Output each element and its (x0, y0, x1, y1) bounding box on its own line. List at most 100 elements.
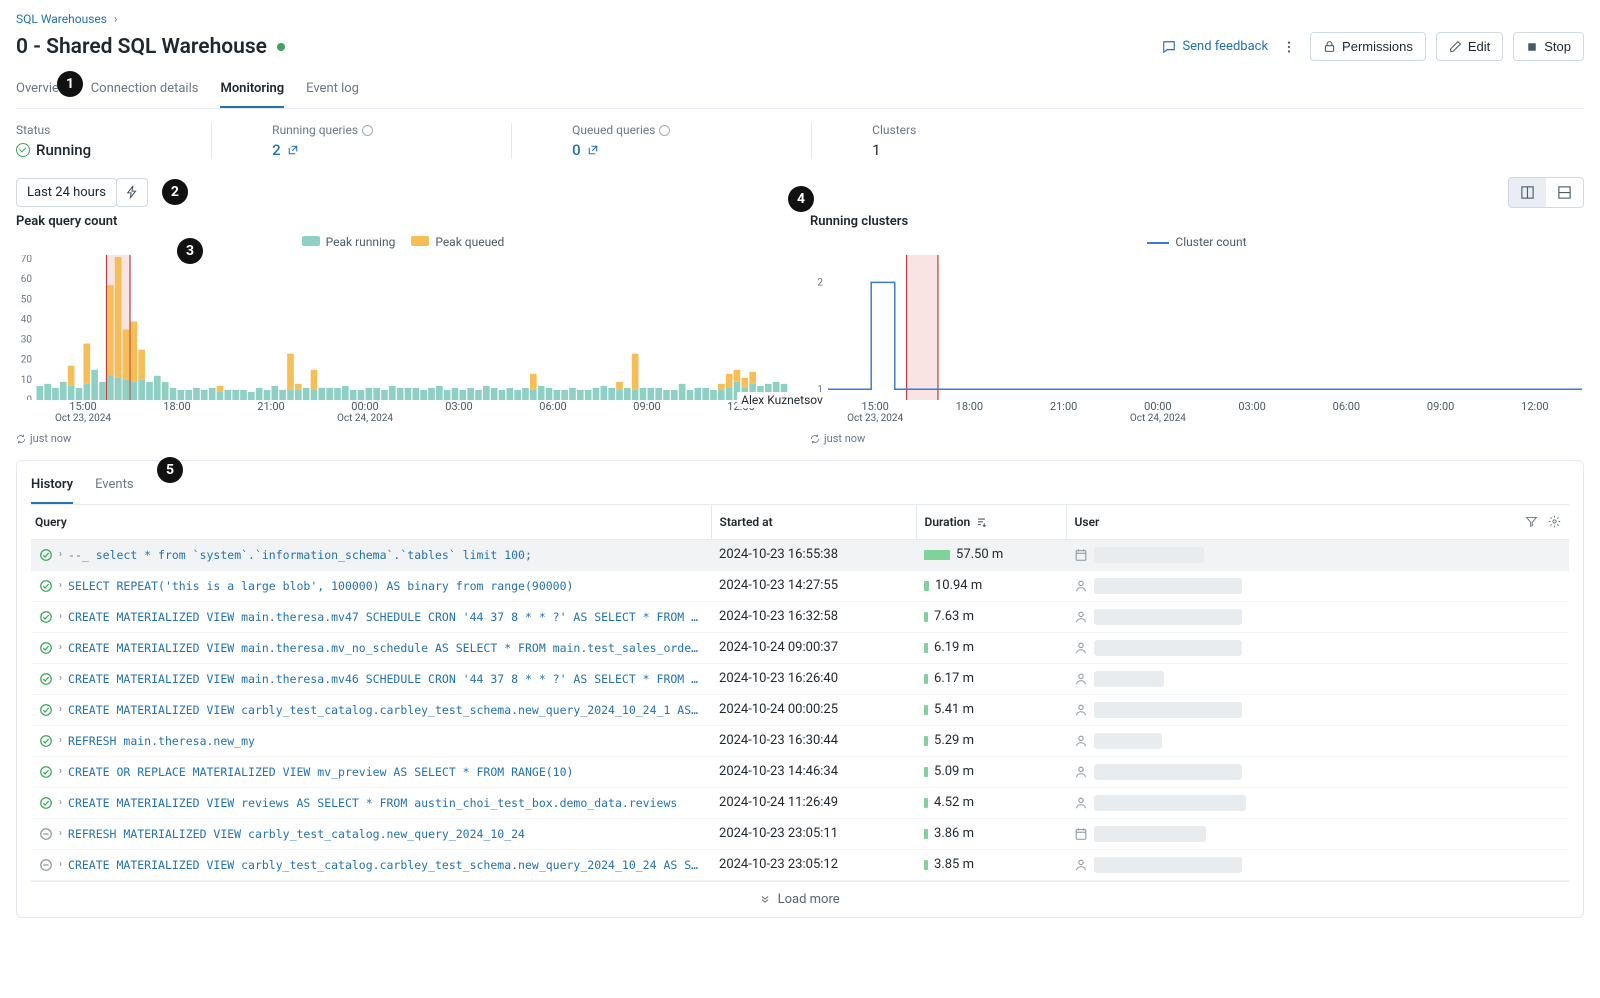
queued-queries-value[interactable]: 0 (572, 141, 751, 159)
query-sql[interactable]: CREATE MATERIALIZED VIEW main.theresa.mv… (68, 610, 703, 624)
auto-refresh-button[interactable] (116, 178, 148, 207)
expand-row-icon[interactable]: › (59, 580, 62, 591)
started-at-cell: 2024-10-23 16:26:40 (711, 663, 916, 694)
user-cell (1094, 857, 1242, 873)
expand-row-icon[interactable]: › (59, 611, 62, 622)
running-queries-label: Running queries (272, 123, 451, 137)
filter-icon[interactable] (1525, 515, 1538, 528)
peak-chart-refresh: just now (16, 432, 71, 445)
bolt-icon (125, 185, 139, 199)
time-range-picker[interactable]: Last 24 hours (16, 178, 117, 207)
load-more-button[interactable]: Load more (31, 881, 1569, 917)
running-queries-value[interactable]: 2 (272, 141, 451, 159)
query-sql[interactable]: SELECT REPEAT('this is a large blob', 10… (68, 579, 573, 593)
expand-row-icon[interactable]: › (59, 549, 62, 560)
table-row[interactable]: › CREATE MATERIALIZED VIEW reviews AS SE… (31, 787, 1569, 818)
stop-icon (1526, 41, 1538, 53)
permissions-button[interactable]: Permissions (1310, 32, 1426, 61)
status-dot-icon (277, 43, 285, 51)
user-cell (1094, 764, 1242, 780)
query-sql[interactable]: REFRESH MATERIALIZED VIEW carbly_test_ca… (68, 827, 525, 841)
col-started[interactable]: Started at (711, 505, 916, 540)
success-icon (39, 734, 53, 748)
person-icon (1074, 672, 1088, 686)
query-sql[interactable]: --_ select * from `system`.`information_… (68, 548, 532, 562)
status-label: Status (16, 123, 91, 137)
clusters-value: 1 (872, 141, 916, 159)
query-sql[interactable]: CREATE MATERIALIZED VIEW main.theresa.mv… (68, 672, 703, 686)
table-row[interactable]: › CREATE MATERIALIZED VIEW main.theresa.… (31, 663, 1569, 694)
tab-monitoring[interactable]: Monitoring (220, 73, 284, 108)
person-icon (1074, 703, 1088, 717)
table-row[interactable]: › CREATE MATERIALIZED VIEW carbly_test_c… (31, 694, 1569, 725)
query-sql[interactable]: CREATE MATERIALIZED VIEW reviews AS SELE… (68, 796, 677, 810)
user-cell (1094, 609, 1242, 625)
expand-row-icon[interactable]: › (59, 673, 62, 684)
edit-button[interactable]: Edit (1436, 32, 1503, 61)
expand-row-icon[interactable]: › (59, 766, 62, 777)
expand-row-icon[interactable]: › (59, 735, 62, 746)
external-link-icon (587, 144, 599, 156)
svg-text:70: 70 (21, 255, 33, 265)
send-feedback-link[interactable]: Send feedback (1162, 39, 1268, 54)
table-row[interactable]: › CREATE MATERIALIZED VIEW main.theresa.… (31, 601, 1569, 632)
table-row[interactable]: › CREATE MATERIALIZED VIEW main.theresa.… (31, 632, 1569, 663)
query-sql[interactable]: CREATE MATERIALIZED VIEW main.theresa.mv… (68, 641, 703, 655)
table-row[interactable]: › SELECT REPEAT('this is a large blob', … (31, 570, 1569, 601)
success-icon (39, 579, 53, 593)
svg-text:60: 60 (21, 274, 33, 285)
query-sql[interactable]: CREATE MATERIALIZED VIEW carbly_test_cat… (68, 703, 703, 717)
calendar-icon (1074, 548, 1088, 562)
table-row[interactable]: › REFRESH MATERIALIZED VIEW carbly_test_… (31, 818, 1569, 849)
success-icon (39, 610, 53, 624)
started-at-cell: 2024-10-23 16:55:38 (711, 539, 916, 570)
cluster-chart-refresh: just now (810, 432, 865, 445)
expand-row-icon[interactable]: › (59, 797, 62, 808)
col-user[interactable]: User (1066, 505, 1569, 540)
user-cell (1094, 640, 1242, 656)
stop-button[interactable]: Stop (1513, 32, 1584, 61)
col-query[interactable]: Query (31, 505, 711, 540)
started-at-cell: 2024-10-23 16:30:44 (711, 725, 916, 756)
person-icon (1074, 641, 1088, 655)
duration-cell: 57.50 m (956, 547, 1003, 562)
expand-row-icon[interactable]: › (59, 642, 62, 653)
overflow-menu-button[interactable] (1278, 36, 1300, 58)
table-row[interactable]: › CREATE MATERIALIZED VIEW carbly_test_c… (31, 849, 1569, 880)
list-icon (1557, 185, 1572, 200)
svg-text:2: 2 (817, 277, 823, 288)
expand-row-icon[interactable]: › (59, 704, 62, 715)
query-sql[interactable]: CREATE OR REPLACE MATERIALIZED VIEW mv_p… (68, 765, 573, 779)
query-sql[interactable]: CREATE MATERIALIZED VIEW carbly_test_cat… (68, 858, 703, 872)
tab-connection-details[interactable]: Connection details (91, 73, 199, 108)
chevron-double-down-icon (760, 894, 770, 904)
query-table: Query Started at Duration User › (31, 505, 1569, 881)
expand-row-icon[interactable]: › (59, 859, 62, 870)
breadcrumb-sql-warehouses[interactable]: SQL Warehouses (16, 12, 107, 26)
query-sql[interactable]: REFRESH main.theresa.new_my (68, 734, 255, 748)
table-row[interactable]: › CREATE OR REPLACE MATERIALIZED VIEW mv… (31, 756, 1569, 787)
gear-icon[interactable] (1548, 515, 1561, 528)
sub-tab-events[interactable]: Events (95, 471, 133, 504)
started-at-cell: 2024-10-23 23:05:11 (711, 818, 916, 849)
sub-tab-history[interactable]: History (31, 471, 73, 504)
table-row[interactable]: › --_ select * from `system`.`informatio… (31, 539, 1569, 570)
tab-event-log[interactable]: Event log (306, 73, 359, 108)
view-toggle-columns[interactable] (1509, 178, 1546, 207)
duration-cell: 3.85 m (934, 857, 974, 872)
info-icon (659, 125, 670, 136)
user-cell (1094, 547, 1204, 563)
started-at-cell: 2024-10-24 09:00:37 (711, 632, 916, 663)
table-row[interactable]: › REFRESH main.theresa.new_my 2024-10-23… (31, 725, 1569, 756)
annotation-2: 2 (162, 179, 188, 205)
view-toggle-list[interactable] (1546, 178, 1583, 207)
chat-icon (1162, 40, 1176, 54)
duration-cell: 5.41 m (934, 702, 974, 717)
started-at-cell: 2024-10-23 16:32:58 (711, 601, 916, 632)
col-duration[interactable]: Duration (916, 505, 1066, 540)
expand-row-icon[interactable]: › (59, 828, 62, 839)
kebab-icon (1282, 40, 1296, 54)
duration-cell: 3.86 m (934, 826, 974, 841)
clusters-label: Clusters (872, 123, 916, 137)
duration-cell: 5.09 m (934, 764, 974, 779)
